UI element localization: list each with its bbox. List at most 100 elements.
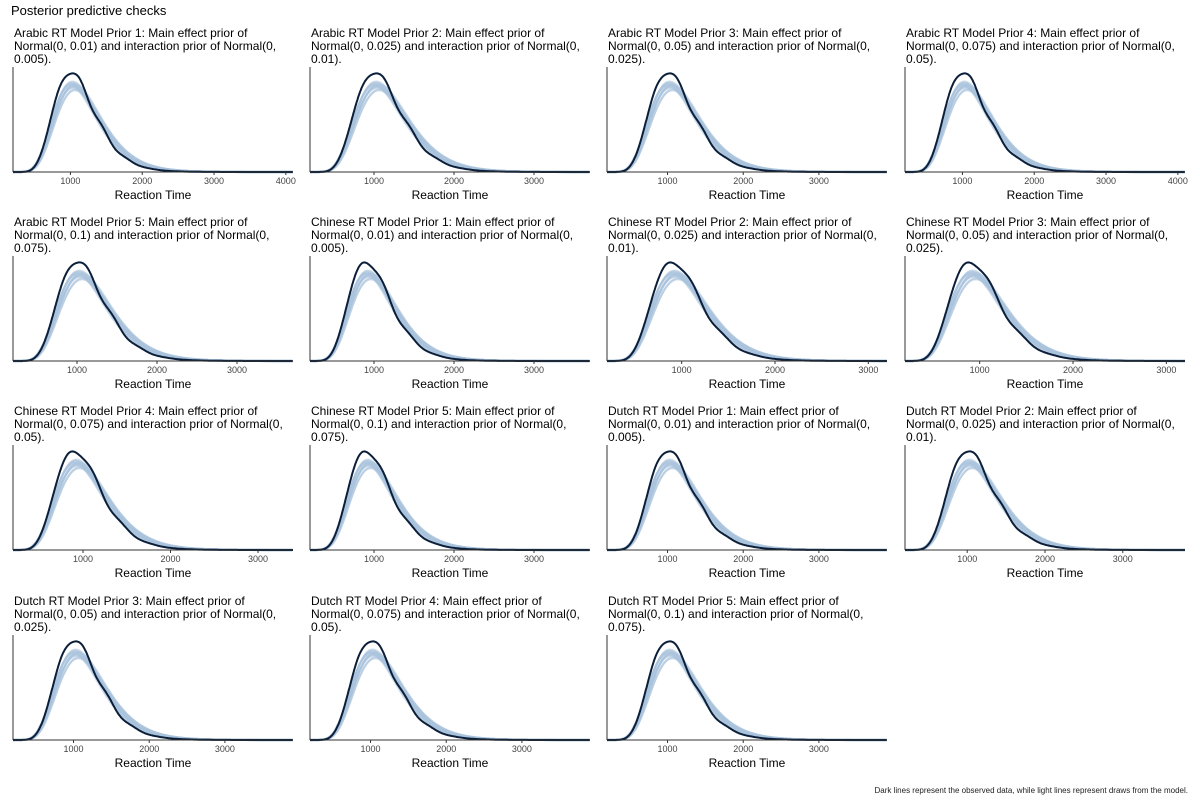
- x-tick-label: 3000: [524, 554, 544, 564]
- replicated-draws: [607, 269, 887, 363]
- x-tick-label: 3000: [215, 744, 235, 754]
- density-plot: 1000 2000 3000 Reaction Time: [309, 635, 590, 770]
- x-tick-label: 2000: [160, 554, 180, 564]
- x-tick-label: 1000: [73, 554, 93, 564]
- replicated-line: [607, 656, 887, 742]
- x-tick-label: 1000: [672, 365, 692, 375]
- x-axis-label: Reaction Time: [709, 566, 786, 580]
- x-axis-label: Reaction Time: [412, 566, 489, 580]
- density-plot: 1000 2000 3000 Reaction Time: [606, 256, 887, 391]
- x-tick-label: 2000: [1035, 554, 1055, 564]
- panel-12: Dutch RT Model Prior 2: Main effect prio…: [903, 405, 1188, 585]
- density-plot: 1000 2000 3000 Reaction Time: [12, 445, 293, 580]
- x-axis-label: Reaction Time: [115, 756, 192, 770]
- panel-title: Dutch RT Model Prior 1: Main effect prio…: [608, 404, 871, 444]
- replicated-draws: [905, 458, 1185, 552]
- panel-title: Chinese RT Model Prior 3: Main effect pr…: [906, 215, 1169, 255]
- x-tick-label: 1000: [67, 365, 87, 375]
- density-plot: 1000 2000 3000 Reaction Time: [12, 256, 293, 391]
- x-tick-label: 1000: [957, 554, 977, 564]
- replicated-line: [905, 461, 1185, 552]
- x-axis-label: Reaction Time: [1007, 377, 1084, 391]
- replicated-line: [13, 81, 293, 174]
- replicated-line: [905, 80, 1185, 174]
- panel-title: Chinese RT Model Prior 5: Main effect pr…: [311, 404, 567, 444]
- x-axis-label: Reaction Time: [412, 188, 489, 202]
- replicated-line: [905, 81, 1185, 174]
- x-tick-label: 2000: [444, 365, 464, 375]
- density-plot: 1000 2000 3000 Reaction Time: [309, 445, 590, 580]
- replicated-draws: [607, 80, 887, 174]
- x-axis-label: Reaction Time: [115, 566, 192, 580]
- density-plot: 1000 2000 3000 Reaction Time: [309, 256, 590, 391]
- observed-line: [310, 261, 590, 362]
- panel-13: Dutch RT Model Prior 3: Main effect prio…: [11, 595, 296, 775]
- density-plot: 1000 2000 3000 Reaction Time: [606, 67, 887, 202]
- x-tick-label: 3000: [524, 176, 544, 186]
- x-tick-label: 3000: [524, 365, 544, 375]
- panel-title: Arabic RT Model Prior 5: Main effect pri…: [14, 215, 270, 255]
- panel-title: Dutch RT Model Prior 5: Main effect prio…: [608, 594, 864, 634]
- replicated-draws: [607, 648, 887, 742]
- panel-title: Arabic RT Model Prior 3: Main effect pri…: [608, 26, 871, 66]
- replicated-draws: [13, 648, 293, 742]
- replicated-line: [13, 83, 293, 174]
- x-axis-label: Reaction Time: [1007, 566, 1084, 580]
- panel-10: Chinese RT Model Prior 5: Main effect pr…: [308, 405, 593, 585]
- replicated-line: [310, 656, 590, 742]
- x-tick-label: 2000: [147, 365, 167, 375]
- x-tick-label: 1000: [658, 554, 678, 564]
- density-plot: 1000 2000 3000 Reaction Time: [606, 635, 887, 770]
- replicated-line: [310, 466, 590, 552]
- panel-15: Dutch RT Model Prior 5: Main effect prio…: [605, 595, 890, 775]
- x-tick-label: 1000: [970, 365, 990, 375]
- panel-8: Chinese RT Model Prior 3: Main effect pr…: [903, 216, 1188, 396]
- x-axis-label: Reaction Time: [115, 188, 192, 202]
- figure-title: Posterior predictive checks: [11, 3, 167, 18]
- x-axis-label: Reaction Time: [709, 188, 786, 202]
- panel-title: Arabic RT Model Prior 1: Main effect pri…: [14, 26, 277, 66]
- replicated-line: [905, 83, 1185, 174]
- replicated-draws: [607, 458, 887, 552]
- x-axis-label: Reaction Time: [709, 756, 786, 770]
- x-tick-label: 1000: [658, 744, 678, 754]
- x-axis-label: Reaction Time: [412, 756, 489, 770]
- x-tick-label: 3000: [809, 176, 829, 186]
- x-tick-label: 2000: [1063, 365, 1083, 375]
- figure-caption: Dark lines represent the observed data, …: [874, 786, 1189, 795]
- replicated-draws: [905, 269, 1185, 363]
- x-tick-label: 1000: [364, 176, 384, 186]
- density-plot: 1000 2000 3000 Reaction Time: [904, 445, 1185, 580]
- replicated-draws: [13, 269, 293, 363]
- x-tick-label: 3000: [809, 554, 829, 564]
- x-tick-label: 2000: [765, 365, 785, 375]
- x-tick-label: 2000: [733, 554, 753, 564]
- x-tick-label: 1000: [364, 554, 384, 564]
- panel-4: Arabic RT Model Prior 4: Main effect pri…: [903, 27, 1188, 207]
- panel-title: Arabic RT Model Prior 4: Main effect pri…: [906, 26, 1175, 66]
- panel-title: Chinese RT Model Prior 4: Main effect pr…: [14, 404, 283, 444]
- replicated-draws: [310, 648, 590, 742]
- x-tick-label: 2000: [436, 744, 456, 754]
- replicated-line: [13, 466, 293, 552]
- panel-2: Arabic RT Model Prior 2: Main effect pri…: [308, 27, 593, 207]
- density-plot: 1000 2000 3000 Reaction Time: [904, 256, 1185, 391]
- x-tick-label: 2000: [1024, 176, 1044, 186]
- x-tick-label: 2000: [139, 744, 159, 754]
- panel-11: Dutch RT Model Prior 1: Main effect prio…: [605, 405, 890, 585]
- x-tick-label: 3000: [1113, 554, 1133, 564]
- replicated-line: [607, 88, 887, 174]
- x-tick-label: 2000: [733, 176, 753, 186]
- replicated-line: [607, 466, 887, 552]
- x-tick-label: 1000: [64, 744, 84, 754]
- replicated-draws: [13, 458, 293, 552]
- panel-7: Chinese RT Model Prior 2: Main effect pr…: [605, 216, 890, 396]
- replicated-line: [13, 83, 293, 174]
- replicated-line: [13, 80, 293, 174]
- panel-9: Chinese RT Model Prior 4: Main effect pr…: [11, 405, 296, 585]
- replicated-draws: [310, 80, 590, 174]
- x-tick-label: 3000: [858, 365, 878, 375]
- density-plot: 1000 2000 3000 Reaction Time: [309, 67, 590, 202]
- x-tick-label: 1000: [361, 744, 381, 754]
- panel-14: Dutch RT Model Prior 4: Main effect prio…: [308, 595, 593, 775]
